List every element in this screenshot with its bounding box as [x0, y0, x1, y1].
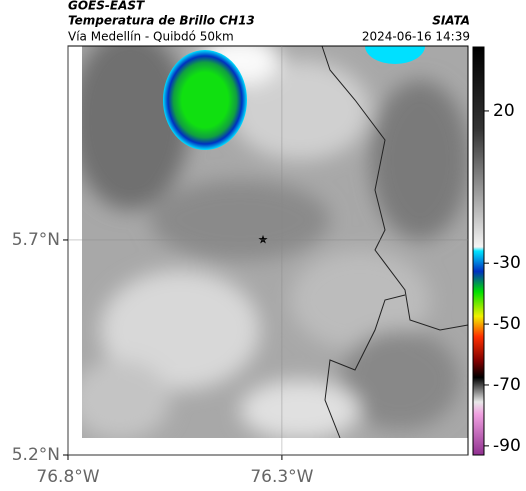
y-tick-label: 5.2°N [12, 445, 60, 465]
satellite-image [82, 46, 468, 438]
title: GOES-EAST [68, 0, 145, 13]
y-tick-label: 5.7°N [12, 230, 60, 250]
colorbar [472, 46, 485, 456]
timestamp: 2024-06-16 14:39 [362, 30, 470, 44]
colorbar-tick-label: -90 [493, 436, 521, 456]
city-marker: ★ [258, 233, 269, 247]
source: SIATA [432, 14, 470, 28]
colorbar-tick-label: -70 [493, 375, 521, 395]
x-tick-label: 76.3°W [250, 467, 313, 487]
colorbar-tick-label: 20 [493, 101, 515, 121]
colorbar-tick-label: -30 [493, 253, 521, 273]
subtitle: Temperatura de Brillo CH13 [68, 14, 255, 28]
x-tick-label: 76.8°W [36, 467, 99, 487]
route: Vía Medellín - Quibdó 50km [68, 30, 234, 44]
colorbar-tick-label: -50 [493, 314, 521, 334]
